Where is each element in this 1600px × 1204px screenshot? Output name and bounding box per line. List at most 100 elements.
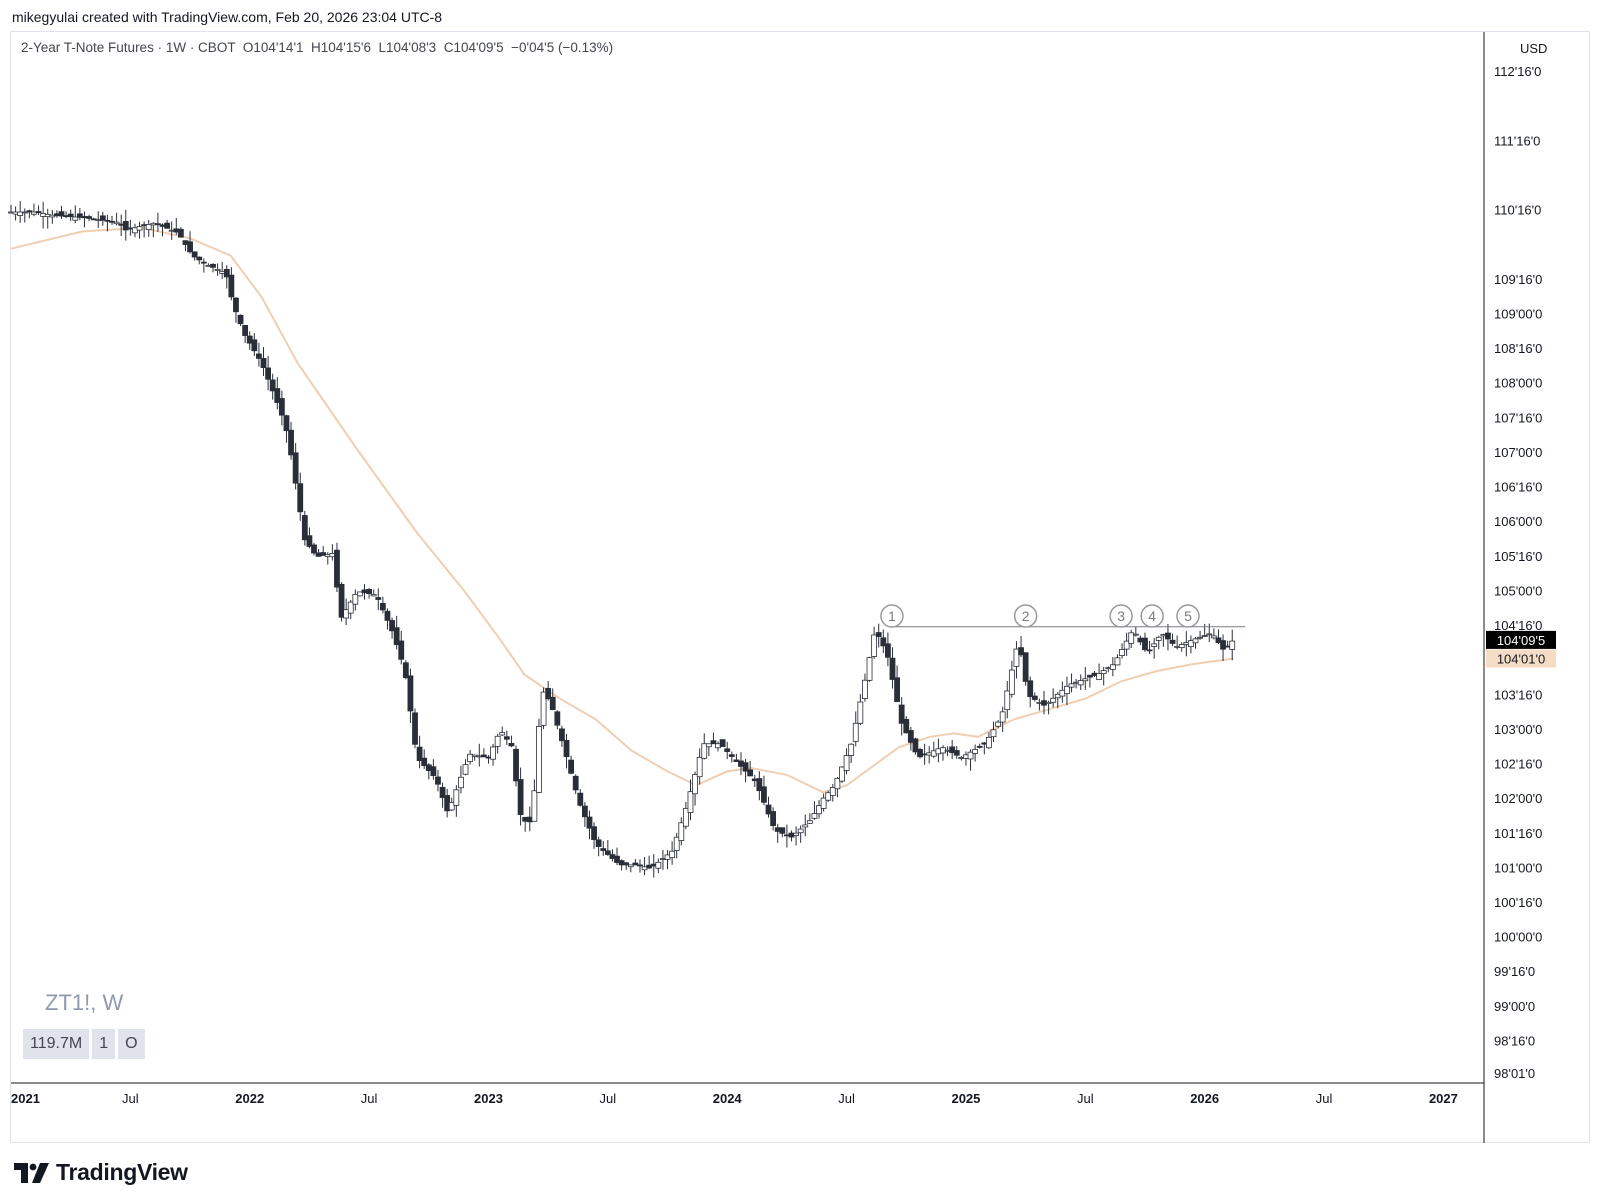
candle — [1192, 637, 1199, 649]
price-tick-label: 98'16'0 — [1494, 1033, 1535, 1048]
candle — [793, 826, 799, 846]
candle — [379, 596, 386, 614]
bear-candle-body — [407, 675, 414, 712]
candle — [600, 840, 607, 856]
candle — [499, 726, 506, 737]
bear-candle-body — [591, 826, 597, 840]
tradingview-logo-text: TradingView — [56, 1159, 188, 1185]
bear-candle-body — [320, 552, 327, 556]
bear-candle-body — [545, 687, 552, 700]
candle — [430, 759, 437, 780]
candle — [407, 668, 414, 724]
bear-candle-body — [288, 429, 294, 456]
candle — [559, 725, 565, 747]
bear-candle-body — [770, 811, 777, 827]
price-tick-label: 100'00'0 — [1494, 930, 1542, 945]
candle — [265, 355, 272, 391]
bear-candle-body — [604, 850, 611, 855]
candle — [223, 265, 230, 289]
candle — [834, 777, 841, 798]
bull-candle-body — [370, 594, 377, 597]
bull-candle-body — [1008, 669, 1015, 695]
bear-candle-body — [614, 855, 620, 863]
candle — [857, 694, 864, 726]
candle — [306, 527, 313, 549]
bull-candle-body — [1050, 697, 1057, 703]
bull-candle-body — [1119, 649, 1125, 656]
bull-candle-body — [972, 749, 979, 754]
candle — [632, 859, 639, 866]
bull-candle-body — [1068, 683, 1075, 688]
candle — [517, 767, 524, 826]
bear-candle-body — [761, 786, 767, 803]
tradingview-logo[interactable]: TradingView — [14, 1159, 188, 1186]
candle — [320, 546, 327, 556]
bear-candle-body — [1022, 652, 1029, 682]
candle — [728, 751, 735, 763]
bear-candle-body — [517, 779, 524, 815]
bear-candle-body — [572, 775, 579, 791]
candle — [494, 733, 501, 754]
bull-candle-body — [839, 766, 845, 782]
candle — [458, 765, 464, 794]
bull-candle-body — [1100, 670, 1107, 675]
candle — [251, 333, 258, 357]
bull-candle-body — [540, 691, 547, 726]
candle — [1109, 657, 1116, 677]
symbol-legend[interactable]: 2-Year T-Note Futures · 1W · CBOT O104'1… — [21, 40, 614, 55]
bull-candle-body — [627, 864, 634, 868]
bull-candle-body — [696, 757, 703, 778]
candle — [797, 825, 804, 843]
candle — [705, 743, 712, 757]
bull-candle-body — [806, 820, 813, 824]
bear-candle-body — [623, 862, 630, 866]
candle — [724, 741, 731, 760]
bear-candle-body — [191, 251, 198, 258]
candle — [1064, 676, 1070, 706]
bull-candle-body — [1096, 672, 1102, 680]
bull-candle-body — [1151, 643, 1158, 647]
candle — [357, 591, 363, 597]
candle — [490, 743, 496, 766]
bear-candle-body — [917, 748, 923, 758]
bear-candle-body — [724, 748, 731, 752]
candle — [1077, 674, 1084, 690]
bear-candle-body — [297, 483, 304, 513]
bull-candle-body — [453, 789, 460, 806]
candle — [907, 727, 914, 751]
bear-candle-body — [200, 261, 207, 264]
bull-candle-body — [31, 211, 37, 215]
candle — [389, 617, 395, 639]
candle — [283, 414, 290, 443]
bear-candle-body — [1087, 674, 1093, 678]
bull-candle-body — [214, 268, 221, 271]
bull-candle-body — [352, 594, 359, 605]
bear-candle-body — [949, 746, 956, 754]
bear-candle-body — [104, 219, 111, 222]
candle — [1018, 636, 1024, 658]
bear-candle-body — [233, 297, 239, 313]
candle — [949, 739, 956, 760]
candle — [581, 802, 588, 827]
candle — [710, 732, 717, 745]
candle — [1096, 663, 1102, 680]
bear-candle-body — [301, 515, 308, 541]
price-tick-label: 103'00'0 — [1494, 722, 1542, 737]
bear-candle-body — [155, 223, 161, 226]
candle — [1151, 637, 1158, 659]
bear-candle-body — [765, 804, 772, 815]
bear-candle-body — [389, 620, 395, 632]
bear-candle-body — [480, 754, 487, 758]
bull-candle-body — [797, 828, 804, 834]
candle — [770, 807, 777, 831]
price-tick-label: 112'16'0 — [1494, 64, 1541, 79]
axis-lines — [11, 32, 1485, 1143]
candle — [1119, 643, 1125, 659]
candle — [72, 205, 79, 224]
price-tick-label: 101'16'0 — [1494, 826, 1542, 841]
touch-annotation: 2 — [1013, 604, 1038, 628]
currency-label[interactable]: USD — [1520, 41, 1548, 56]
candle — [898, 697, 905, 736]
candle — [972, 744, 979, 762]
